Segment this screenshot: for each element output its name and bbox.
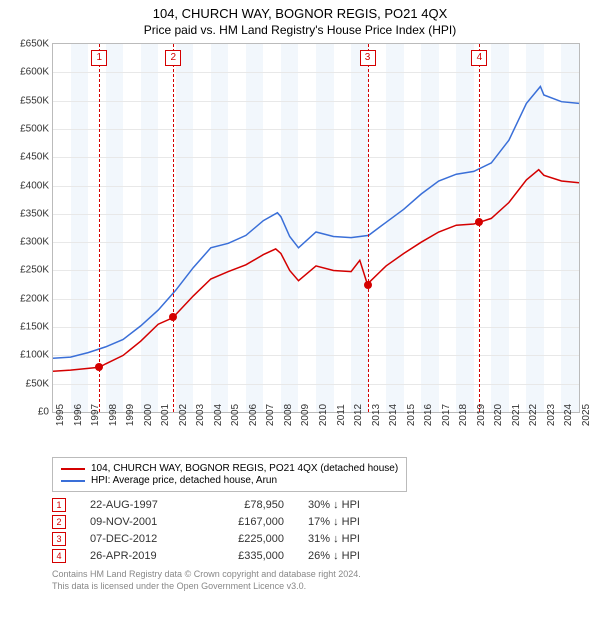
sale-row-price: £167,000: [214, 516, 284, 528]
x-tick-label: 2014: [388, 404, 399, 426]
x-tick-label: 2013: [371, 404, 382, 426]
x-tick-label: 2011: [336, 404, 347, 426]
sale-row-index: 2: [52, 515, 66, 529]
sale-row-diff: 31% ↓ HPI: [308, 533, 388, 545]
sale-dot: [475, 218, 483, 226]
sale-dot: [364, 281, 372, 289]
x-tick-label: 2023: [546, 404, 557, 426]
legend-box: 104, CHURCH WAY, BOGNOR REGIS, PO21 4QX …: [52, 457, 407, 492]
x-tick-label: 2009: [300, 404, 311, 426]
sale-row-date: 09-NOV-2001: [90, 516, 190, 528]
x-tick-label: 2008: [283, 404, 294, 426]
x-tick-label: 2004: [213, 404, 224, 426]
x-tick-label: 2003: [195, 404, 206, 426]
sale-row-price: £335,000: [214, 550, 284, 562]
legend-swatch-hpi: [61, 480, 85, 482]
chart-container: 104, CHURCH WAY, BOGNOR REGIS, PO21 4QX …: [0, 0, 600, 620]
sale-marker-line: [99, 44, 100, 412]
x-tick-label: 1999: [125, 404, 136, 426]
sale-marker-box: 4: [471, 50, 487, 66]
sale-dot: [95, 363, 103, 371]
sale-row: 2 09-NOV-2001 £167,000 17% ↓ HPI: [52, 515, 588, 529]
sale-marker-line: [368, 44, 369, 412]
y-tick-label: £450K: [20, 152, 53, 163]
sale-row: 1 22-AUG-1997 £78,950 30% ↓ HPI: [52, 498, 588, 512]
x-tick-label: 1997: [90, 404, 101, 426]
sale-marker-line: [173, 44, 174, 412]
chart-subtitle: Price paid vs. HM Land Registry's House …: [12, 23, 588, 37]
sale-marker-box: 3: [360, 50, 376, 66]
y-tick-label: £400K: [20, 180, 53, 191]
sale-row-price: £78,950: [214, 499, 284, 511]
sale-row: 4 26-APR-2019 £335,000 26% ↓ HPI: [52, 549, 588, 563]
y-tick-label: £100K: [20, 350, 53, 361]
x-tick-label: 2018: [458, 404, 469, 426]
x-tick-label: 2007: [265, 404, 276, 426]
legend-label-property: 104, CHURCH WAY, BOGNOR REGIS, PO21 4QX …: [91, 463, 398, 474]
sale-marker-line: [479, 44, 480, 412]
series-svg: [53, 44, 579, 412]
plot-area: £0£50K£100K£150K£200K£250K£300K£350K£400…: [52, 43, 580, 413]
sales-table: 1 22-AUG-1997 £78,950 30% ↓ HPI 2 09-NOV-2001…: [52, 498, 588, 563]
sale-dot: [169, 313, 177, 321]
sale-row-index: 3: [52, 532, 66, 546]
series-line: [53, 87, 579, 359]
y-tick-label: £300K: [20, 237, 53, 248]
x-tick-label: 2006: [248, 404, 259, 426]
sale-row-diff: 30% ↓ HPI: [308, 499, 388, 511]
y-tick-label: £550K: [20, 95, 53, 106]
y-tick-label: £50K: [26, 378, 53, 389]
x-tick-label: 2019: [476, 404, 487, 426]
x-tick-label: 1996: [73, 404, 84, 426]
legend-item-property: 104, CHURCH WAY, BOGNOR REGIS, PO21 4QX …: [61, 463, 398, 474]
y-tick-label: £250K: [20, 265, 53, 276]
y-tick-label: £350K: [20, 208, 53, 219]
x-tick-label: 2000: [143, 404, 154, 426]
sale-marker-box: 2: [165, 50, 181, 66]
y-tick-label: £500K: [20, 123, 53, 134]
series-line: [53, 170, 579, 372]
x-tick-label: 1998: [108, 404, 119, 426]
chart-title: 104, CHURCH WAY, BOGNOR REGIS, PO21 4QX: [12, 6, 588, 21]
sale-row-date: 22-AUG-1997: [90, 499, 190, 511]
x-tick-label: 2021: [511, 404, 522, 426]
sale-row-price: £225,000: [214, 533, 284, 545]
x-tick-label: 2002: [178, 404, 189, 426]
sale-row: 3 07-DEC-2012 £225,000 31% ↓ HPI: [52, 532, 588, 546]
x-tick-label: 2022: [528, 404, 539, 426]
x-tick-label: 2012: [353, 404, 364, 426]
sale-marker-box: 1: [91, 50, 107, 66]
sale-row-date: 26-APR-2019: [90, 550, 190, 562]
x-tick-label: 2025: [581, 404, 592, 426]
x-tick-label: 2016: [423, 404, 434, 426]
x-tick-label: 2001: [160, 404, 171, 426]
x-tick-label: 2015: [406, 404, 417, 426]
sale-row-diff: 26% ↓ HPI: [308, 550, 388, 562]
sale-row-diff: 17% ↓ HPI: [308, 516, 388, 528]
y-tick-label: £600K: [20, 67, 53, 78]
x-axis-labels: 1995199619971998199920002001200220032004…: [52, 413, 580, 451]
x-tick-label: 2020: [493, 404, 504, 426]
y-tick-label: £650K: [20, 39, 53, 50]
legend-item-hpi: HPI: Average price, detached house, Arun: [61, 475, 398, 486]
x-tick-label: 2005: [230, 404, 241, 426]
footnote: Contains HM Land Registry data © Crown c…: [52, 569, 588, 592]
footnote-line-2: This data is licensed under the Open Gov…: [52, 581, 588, 593]
y-tick-label: £150K: [20, 322, 53, 333]
legend-swatch-property: [61, 468, 85, 470]
sale-row-date: 07-DEC-2012: [90, 533, 190, 545]
sale-row-index: 1: [52, 498, 66, 512]
x-tick-label: 1995: [55, 404, 66, 426]
y-tick-label: £0: [38, 407, 53, 418]
x-tick-label: 2010: [318, 404, 329, 426]
legend-label-hpi: HPI: Average price, detached house, Arun: [91, 475, 277, 486]
footnote-line-1: Contains HM Land Registry data © Crown c…: [52, 569, 588, 581]
y-tick-label: £200K: [20, 293, 53, 304]
x-tick-label: 2024: [563, 404, 574, 426]
x-tick-label: 2017: [441, 404, 452, 426]
sale-row-index: 4: [52, 549, 66, 563]
